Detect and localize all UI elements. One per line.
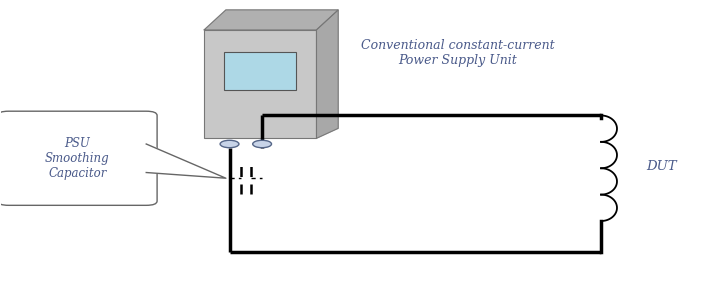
Polygon shape [204, 10, 338, 30]
Bar [225, 52, 296, 90]
Circle shape [220, 140, 239, 148]
Text: DUT: DUT [646, 160, 677, 173]
Text: Conventional constant-current
Power Supply Unit: Conventional constant-current Power Supp… [361, 39, 555, 67]
FancyBboxPatch shape [0, 111, 157, 205]
Polygon shape [146, 144, 226, 178]
Polygon shape [316, 10, 338, 138]
Text: PSU
Smoothing
Capacitor: PSU Smoothing Capacitor [45, 137, 110, 180]
Circle shape [253, 140, 271, 148]
Bar [204, 30, 316, 138]
